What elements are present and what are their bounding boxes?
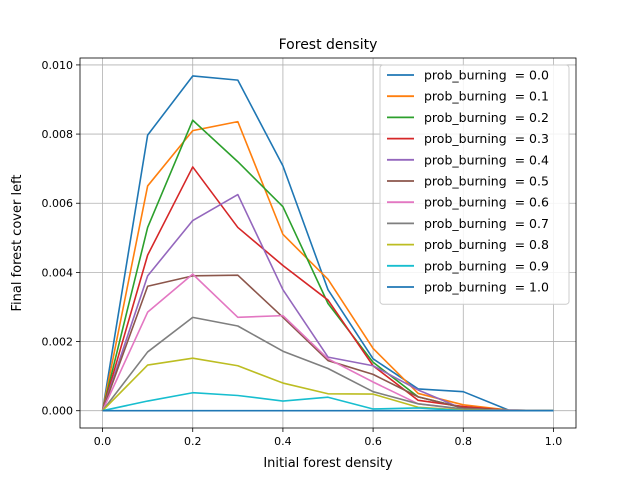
legend-label-2: prob_burning = 0.2 [424, 110, 549, 125]
y-tick-label: 0.006 [42, 197, 74, 210]
y-tick-label: 0.000 [42, 405, 74, 418]
series-line-0 [101, 75, 554, 412]
y-tick-label: 0.004 [42, 266, 74, 279]
x-axis-label: Initial forest density [263, 456, 393, 471]
series-layer [101, 75, 554, 412]
x-tick-label: 0.8 [455, 435, 473, 448]
chart-title: Forest density [279, 37, 378, 53]
legend-label-5: prob_burning = 0.5 [424, 174, 549, 189]
legend-label-1: prob_burning = 0.1 [424, 89, 549, 104]
x-tick-label: 0.0 [94, 435, 112, 448]
plot-frame [79, 57, 577, 429]
series-line-1 [101, 120, 554, 412]
y-tick-label: 0.010 [42, 59, 74, 72]
y-axis-label: Final forest cover left [10, 174, 25, 311]
legend-label-3: prob_burning = 0.3 [424, 131, 549, 146]
legend-box [379, 64, 570, 305]
legend-label-7: prob_burning = 0.7 [424, 216, 549, 231]
x-tick-label: 1.0 [545, 435, 563, 448]
series-line-5 [101, 274, 554, 412]
series-line-8 [101, 357, 554, 412]
y-tick-label: 0.008 [42, 128, 74, 141]
series-line-3 [101, 166, 554, 412]
y-tick-label: 0.002 [42, 336, 74, 349]
legend: prob_burning = 0.0 prob_burning = 0.1 prob… [379, 64, 570, 305]
legend-label-10: prob_burning = 1.0 [424, 280, 549, 295]
x-tick-label: 0.6 [364, 435, 382, 448]
legend-label-6: prob_burning = 0.6 [424, 195, 549, 210]
legend-label-8: prob_burning = 0.8 [424, 237, 549, 252]
x-axis: 0.0 0.2 0.4 0.6 0.8 1.0 [94, 428, 562, 448]
legend-label-9: prob_burning = 0.9 [424, 258, 549, 273]
legend-label-0: prob_burning = 0.0 [424, 68, 549, 83]
y-axis: 0.000 0.002 0.004 0.006 0.008 0.010 [42, 59, 80, 418]
x-tick-label: 0.2 [184, 435, 202, 448]
x-tick-label: 0.4 [274, 435, 292, 448]
legend-label-4: prob_burning = 0.4 [424, 152, 549, 167]
